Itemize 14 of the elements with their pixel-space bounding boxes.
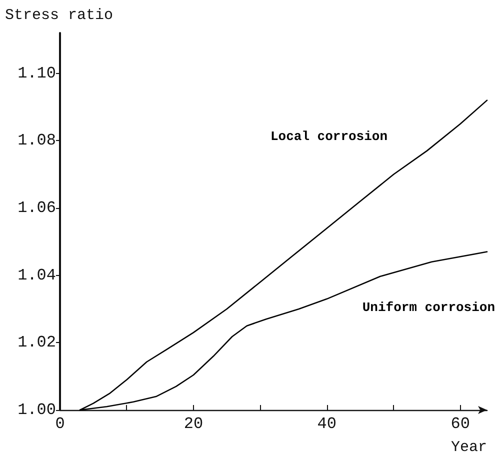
x-tick-label: 40 — [317, 415, 336, 433]
y-axis-title: Stress ratio — [5, 7, 114, 24]
series-label: Uniform corrosion — [362, 300, 496, 315]
y-tick-label: 1.06 — [18, 199, 56, 218]
y-tick-label: 1.04 — [18, 266, 56, 284]
y-tick-label: 1.00 — [18, 401, 56, 419]
y-tick-label: 1.10 — [18, 64, 56, 82]
x-tick-label: 60 — [450, 415, 470, 433]
x-tick-label: 0 — [55, 415, 65, 433]
x-tick-label: 20 — [184, 415, 204, 433]
text: Local corrosion — [270, 129, 388, 144]
x-axis-title: Year — [450, 439, 487, 456]
y-tick-label: 1.02 — [18, 334, 56, 352]
y-tick-label: 1.08 — [18, 132, 56, 150]
